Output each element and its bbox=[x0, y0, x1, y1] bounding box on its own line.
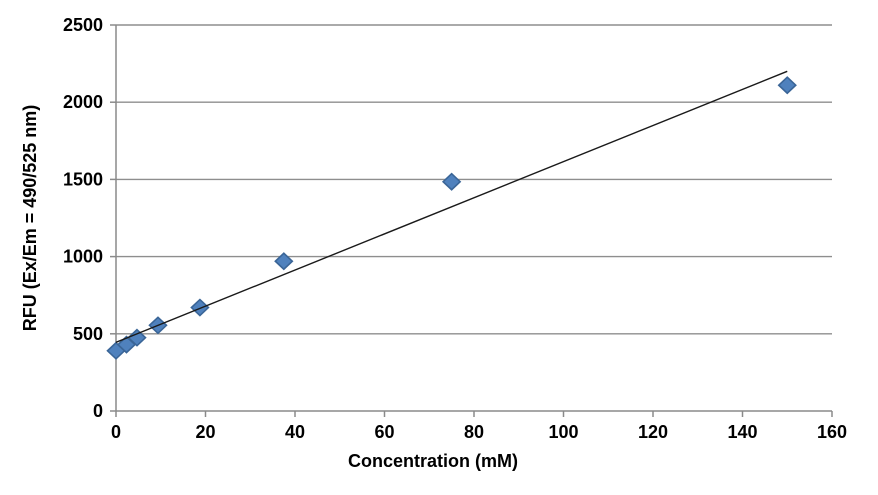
data-point-diamond bbox=[190, 298, 210, 317]
y-tick-label: 1000 bbox=[63, 247, 103, 267]
y-tick-label: 1500 bbox=[63, 169, 103, 189]
y-tick-label: 2500 bbox=[63, 15, 103, 35]
data-point-diamond bbox=[274, 252, 294, 271]
x-tick-label: 80 bbox=[464, 422, 484, 442]
x-tick-label: 60 bbox=[374, 422, 394, 442]
x-tick-label: 0 bbox=[111, 422, 121, 442]
linear-trendline bbox=[115, 70, 788, 343]
gridlines bbox=[116, 24, 832, 335]
x-tick-label: 140 bbox=[727, 422, 757, 442]
data-points bbox=[106, 76, 797, 360]
x-tick-label: 100 bbox=[548, 422, 578, 442]
axes bbox=[110, 24, 833, 417]
x-tick-label: 40 bbox=[285, 422, 305, 442]
x-tick-label: 20 bbox=[195, 422, 215, 442]
x-axis-title: Concentration (mM) bbox=[348, 451, 518, 471]
x-tick-label: 120 bbox=[638, 422, 668, 442]
axis-titles: Concentration (mM) RFU (Ex/Em = 490/525 … bbox=[20, 105, 518, 471]
tick-labels: 0 500 1000 1500 2000 2500 0 20 40 60 80 100 120 140 16… bbox=[63, 15, 847, 442]
x-tick-label: 160 bbox=[817, 422, 847, 442]
y-tick-label: 2000 bbox=[63, 92, 103, 112]
y-tick-label: 500 bbox=[73, 324, 103, 344]
y-tick-label: 0 bbox=[93, 401, 103, 421]
data-point-diamond bbox=[127, 328, 147, 347]
data-point-diamond bbox=[777, 76, 797, 95]
y-axis-title: RFU (Ex/Em = 490/525 nm) bbox=[20, 105, 40, 332]
data-point-diamond bbox=[441, 172, 462, 191]
trendline bbox=[115, 70, 788, 343]
